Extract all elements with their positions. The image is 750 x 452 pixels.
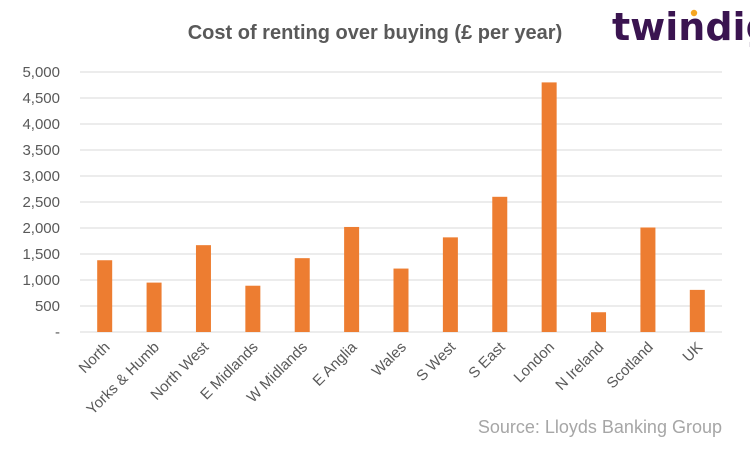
bar [344,226,360,332]
y-tick-label: 1,000 [22,272,60,289]
bar [393,268,409,332]
y-tick-label: 3,000 [22,168,60,185]
x-tick-label: North [76,339,114,377]
x-tick-label: Scotland [603,339,656,392]
bar [689,289,705,332]
bar [442,237,458,332]
y-tick-label: - [55,324,60,341]
y-tick-label: 5,000 [22,64,60,81]
grid [80,71,722,333]
bar [640,227,656,332]
y-tick-label: 2,500 [22,194,60,211]
bar [541,82,557,333]
y-tick-label: 1,500 [22,246,60,263]
bar [294,258,310,332]
bar [591,312,607,332]
bar [245,285,261,332]
y-tick-label: 2,000 [22,220,60,237]
y-tick-label: 4,500 [22,90,60,107]
y-tick-label: 3,500 [22,142,60,159]
x-tick-label: N Ireland [552,339,607,394]
x-tick-label: UK [679,339,706,366]
y-axis-ticks: - 500 1,000 1,500 2,000 2,500 3,000 3,500 4,000 4… [22,64,60,341]
y-tick-label: 4,000 [22,116,60,133]
source-note: Source: Lloyds Banking Group [478,417,722,437]
x-tick-label: S West [413,338,460,385]
bar [146,282,162,332]
x-tick-label: S East [465,338,509,382]
brand-name: twindig [612,5,750,49]
chart-title: Cost of renting over buying (£ per year) [188,22,563,44]
brand-logo: twindig [612,5,750,49]
bar [492,196,508,332]
x-tick-label: E Anglia [309,338,360,389]
bar [195,245,211,332]
brand-dot [690,9,698,17]
y-tick-label: 500 [35,298,60,315]
bar [97,260,113,332]
bars [97,82,705,333]
x-tick-label: London [511,339,558,386]
x-tick-label: Wales [369,339,410,380]
